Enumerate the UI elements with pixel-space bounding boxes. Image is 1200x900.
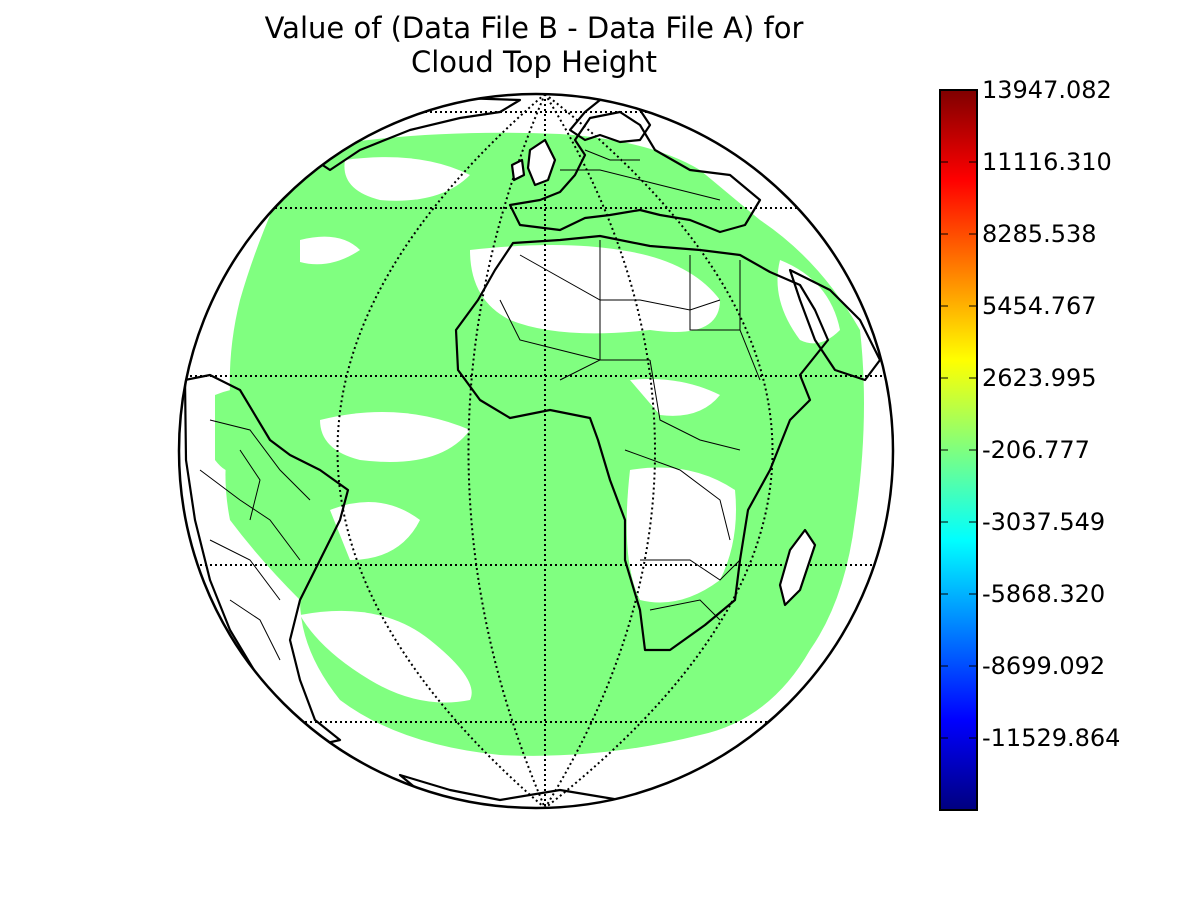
colorbar-tick-label: 13947.082 [982, 76, 1112, 104]
graticule [180, 94, 892, 808]
globe-map [177, 92, 895, 810]
colorbar-tick-label: 2623.995 [982, 364, 1097, 392]
globe-outline [177, 92, 895, 810]
meridian-line [544, 94, 656, 808]
scandinavia-coastline [568, 96, 652, 144]
colorbar-tick-label: -8699.092 [982, 652, 1105, 680]
meridian-line [336, 94, 546, 808]
colorbar-ticks: 13947.082 11116.310 8285.538 5454.767 2623.9… [940, 76, 1120, 752]
madagascar-coastline [778, 528, 817, 607]
colorbar-tick-label: -3037.549 [982, 508, 1105, 536]
colorbar-tick-label: 11116.310 [982, 148, 1112, 176]
south-america-coastline [183, 373, 350, 747]
colorbar-tick-label: 8285.538 [982, 220, 1097, 248]
colorbar-tick-label: -206.777 [982, 436, 1090, 464]
britain-coastline [526, 138, 557, 187]
chart-title-line-1: Value of (Data File B - Data File A) for [265, 11, 804, 45]
colorbar-tick-label: -11529.864 [982, 724, 1120, 752]
africa-coastline [454, 234, 830, 652]
chart-title-line-2: Cloud Top Height [411, 45, 657, 79]
ireland-coastline [510, 158, 526, 182]
arabia-coastline [788, 268, 882, 382]
colorbar-tick-label: -5868.320 [982, 580, 1105, 608]
colorbar-tick-label: 5454.767 [982, 292, 1097, 320]
country-borders [199, 149, 761, 661]
meridian-line [467, 94, 546, 808]
colorbar: 13947.082 11116.310 8285.538 5454.767 2623.9… [939, 76, 1120, 811]
europe-coastline [508, 110, 762, 234]
